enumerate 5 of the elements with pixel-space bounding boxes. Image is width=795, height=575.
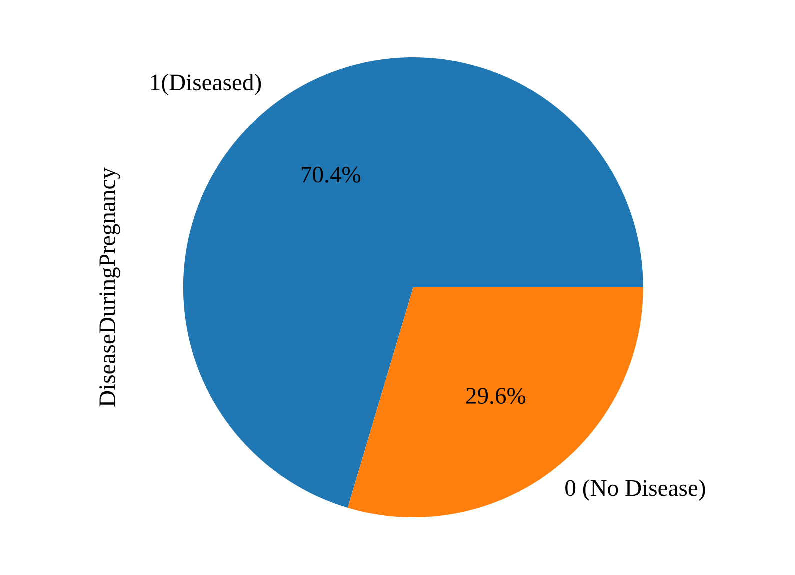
- slice-label: 0 (No Disease): [566, 480, 706, 502]
- text: DiseaseDuringPregnancy: [100, 168, 120, 407]
- data-label: 29.6%: [466, 388, 526, 404]
- data-label: 70.4%: [302, 166, 361, 183]
- slice-label: 1(Diseased): [151, 74, 262, 96]
